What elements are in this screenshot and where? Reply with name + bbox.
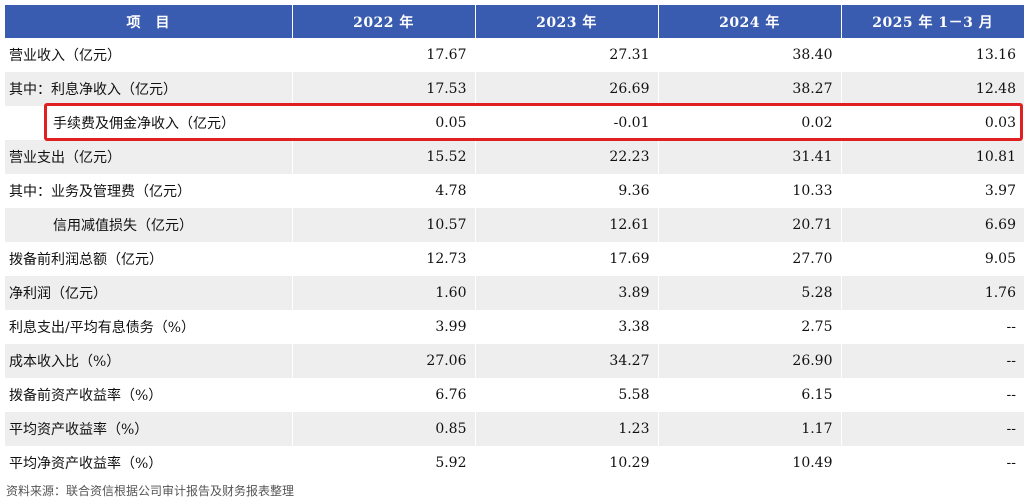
cell-value: -- — [841, 378, 1024, 412]
cell-value: 6.15 — [658, 378, 842, 412]
table-header-row: 项 目 2022 年 2023 年 2024 年 2025 年 1－3 月 — [5, 5, 1024, 38]
row-label: 拨备前资产收益率（%） — [5, 378, 293, 412]
cell-value: 9.05 — [841, 242, 1024, 276]
table-row: 成本收入比（%） 27.06 34.27 26.90 -- — [5, 344, 1024, 378]
cell-value: 13.16 — [841, 38, 1024, 72]
table-row: 平均净资产收益率（%） 5.92 10.29 10.49 -- — [5, 446, 1024, 480]
row-label: 营业支出（亿元） — [5, 140, 293, 174]
header-2023: 2023 年 — [475, 5, 659, 38]
cell-value: 3.99 — [292, 310, 476, 344]
cell-value: 0.03 — [841, 106, 1024, 140]
cell-value: 27.70 — [658, 242, 842, 276]
cell-value: 5.92 — [292, 446, 476, 480]
cell-value: 5.58 — [475, 378, 659, 412]
cell-value: 26.69 — [475, 72, 659, 106]
cell-value: -- — [841, 446, 1024, 480]
row-label: 利息支出/平均有息债务（%） — [5, 310, 293, 344]
row-label: 其中：利息净收入（亿元） — [5, 72, 293, 106]
table-row-highlighted: 手续费及佣金净收入（亿元） 0.05 -0.01 0.02 0.03 — [5, 106, 1024, 140]
header-2022: 2022 年 — [292, 5, 476, 38]
header-2025-q1: 2025 年 1－3 月 — [841, 5, 1024, 38]
cell-value: 10.33 — [658, 174, 842, 208]
table-row: 营业支出（亿元） 15.52 22.23 31.41 10.81 — [5, 140, 1024, 174]
table-row: 净利润（亿元） 1.60 3.89 5.28 1.76 — [5, 276, 1024, 310]
cell-value: 34.27 — [475, 344, 659, 378]
financial-indicators-table: 项 目 2022 年 2023 年 2024 年 2025 年 1－3 月 营业… — [5, 5, 1024, 480]
cell-value: 2.75 — [658, 310, 842, 344]
row-label: 营业收入（亿元） — [5, 38, 293, 72]
cell-value: 10.49 — [658, 446, 842, 480]
cell-value: 10.57 — [292, 208, 476, 242]
cell-value: 26.90 — [658, 344, 842, 378]
row-label: 拨备前利润总额（亿元） — [5, 242, 293, 276]
row-label: 手续费及佣金净收入（亿元） — [5, 106, 293, 140]
cell-value: 15.52 — [292, 140, 476, 174]
cell-value: 5.28 — [658, 276, 842, 310]
cell-value: 3.97 — [841, 174, 1024, 208]
cell-value: 38.27 — [658, 72, 842, 106]
cell-value: 3.38 — [475, 310, 659, 344]
cell-value: -- — [841, 412, 1024, 446]
cell-value: 17.67 — [292, 38, 476, 72]
table-row: 其中：利息净收入（亿元） 17.53 26.69 38.27 12.48 — [5, 72, 1024, 106]
table-row: 平均资产收益率（%） 0.85 1.23 1.17 -- — [5, 412, 1024, 446]
cell-value: 6.69 — [841, 208, 1024, 242]
row-label: 信用减值损失（亿元） — [5, 208, 293, 242]
header-2024: 2024 年 — [658, 5, 842, 38]
cell-value: 1.60 — [292, 276, 476, 310]
cell-value: -- — [841, 310, 1024, 344]
cell-value: 9.36 — [475, 174, 659, 208]
source-note: 资料来源：联合资信根据公司审计报告及财务报表整理 — [6, 484, 295, 498]
cell-value: 22.23 — [475, 140, 659, 174]
table-row: 营业收入（亿元） 17.67 27.31 38.40 13.16 — [5, 38, 1024, 72]
row-label: 平均净资产收益率（%） — [5, 446, 293, 480]
row-label: 其中：业务及管理费（亿元） — [5, 174, 293, 208]
row-label: 成本收入比（%） — [5, 344, 293, 378]
cell-value: 0.02 — [658, 106, 842, 140]
cell-value: 6.76 — [292, 378, 476, 412]
header-item: 项 目 — [5, 5, 293, 38]
table-row: 拨备前利润总额（亿元） 12.73 17.69 27.70 9.05 — [5, 242, 1024, 276]
row-label: 平均资产收益率（%） — [5, 412, 293, 446]
cell-value: 12.73 — [292, 242, 476, 276]
cell-value: 20.71 — [658, 208, 842, 242]
cell-value: 27.31 — [475, 38, 659, 72]
cell-value: 0.85 — [292, 412, 476, 446]
cell-value: 0.05 — [292, 106, 476, 140]
table-row: 利息支出/平均有息债务（%） 3.99 3.38 2.75 -- — [5, 310, 1024, 344]
cell-value: -0.01 — [475, 106, 659, 140]
cell-value: 1.17 — [658, 412, 842, 446]
cell-value: 4.78 — [292, 174, 476, 208]
cell-value: 17.53 — [292, 72, 476, 106]
cell-value: 17.69 — [475, 242, 659, 276]
cell-value: 3.89 — [475, 276, 659, 310]
cell-value: 10.29 — [475, 446, 659, 480]
cell-value: 10.81 — [841, 140, 1024, 174]
table-row: 其中：业务及管理费（亿元） 4.78 9.36 10.33 3.97 — [5, 174, 1024, 208]
cell-value: 1.23 — [475, 412, 659, 446]
cell-value: 12.48 — [841, 72, 1024, 106]
cell-value: 38.40 — [658, 38, 842, 72]
table-row: 拨备前资产收益率（%） 6.76 5.58 6.15 -- — [5, 378, 1024, 412]
cell-value: -- — [841, 344, 1024, 378]
cell-value: 31.41 — [658, 140, 842, 174]
cell-value: 12.61 — [475, 208, 659, 242]
row-label: 净利润（亿元） — [5, 276, 293, 310]
cell-value: 27.06 — [292, 344, 476, 378]
table-row: 信用减值损失（亿元） 10.57 12.61 20.71 6.69 — [5, 208, 1024, 242]
cell-value: 1.76 — [841, 276, 1024, 310]
